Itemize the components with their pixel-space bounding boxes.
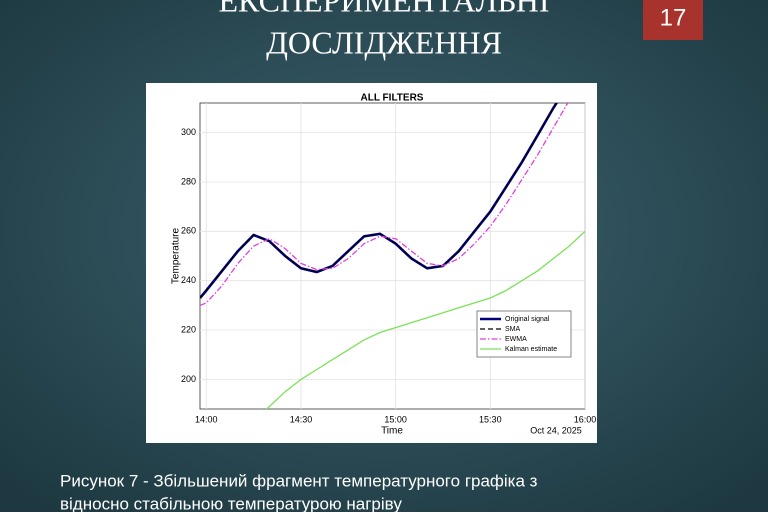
caption: відносно стабільною температурою нагріву xyxy=(60,494,402,512)
page-number-box xyxy=(643,0,703,40)
y-tick-label: 240 xyxy=(181,275,196,285)
x-tick-label: 14:30 xyxy=(290,414,313,424)
x-tick-label: 15:00 xyxy=(384,414,407,424)
legend-label: Original signal xyxy=(505,316,550,323)
y-tick-label: 280 xyxy=(181,176,196,186)
series-line xyxy=(200,103,558,299)
legend: Original signal SMA EWMA Kalman estimate xyxy=(476,310,572,358)
legend-label: EWMA xyxy=(505,336,527,343)
page-number: 17 xyxy=(660,4,687,31)
lines xyxy=(200,103,585,409)
caption: Рисунок 7 - Збільшений фрагмент температ… xyxy=(60,471,538,490)
legend-label: SMA xyxy=(505,326,521,333)
y-axis-label: Temperature xyxy=(171,227,182,284)
x-tick-label: 14:00 xyxy=(195,414,218,424)
y-tick-label: 300 xyxy=(181,127,196,137)
slide-title: ДОСЛІДЖЕННЯ xyxy=(266,24,502,60)
series-line xyxy=(200,103,569,307)
x-tick-label: 16:00 xyxy=(574,414,597,424)
legend-label: Kalman estimate xyxy=(505,346,557,353)
y-tick-label: 220 xyxy=(181,324,196,334)
slide-title: ЕКСПЕРИМЕНТАЛЬНІ xyxy=(218,0,549,18)
x-date-label: Oct 24, 2025 xyxy=(530,425,582,435)
x-tick-label: 15:30 xyxy=(479,414,502,424)
chart-title: ALL FILTERS xyxy=(361,93,424,104)
series-line xyxy=(265,230,585,409)
x-axis-label: Time xyxy=(381,426,403,437)
plot-area xyxy=(199,102,586,410)
y-tick-label: 200 xyxy=(181,374,196,384)
y-tick-label: 260 xyxy=(181,226,196,236)
